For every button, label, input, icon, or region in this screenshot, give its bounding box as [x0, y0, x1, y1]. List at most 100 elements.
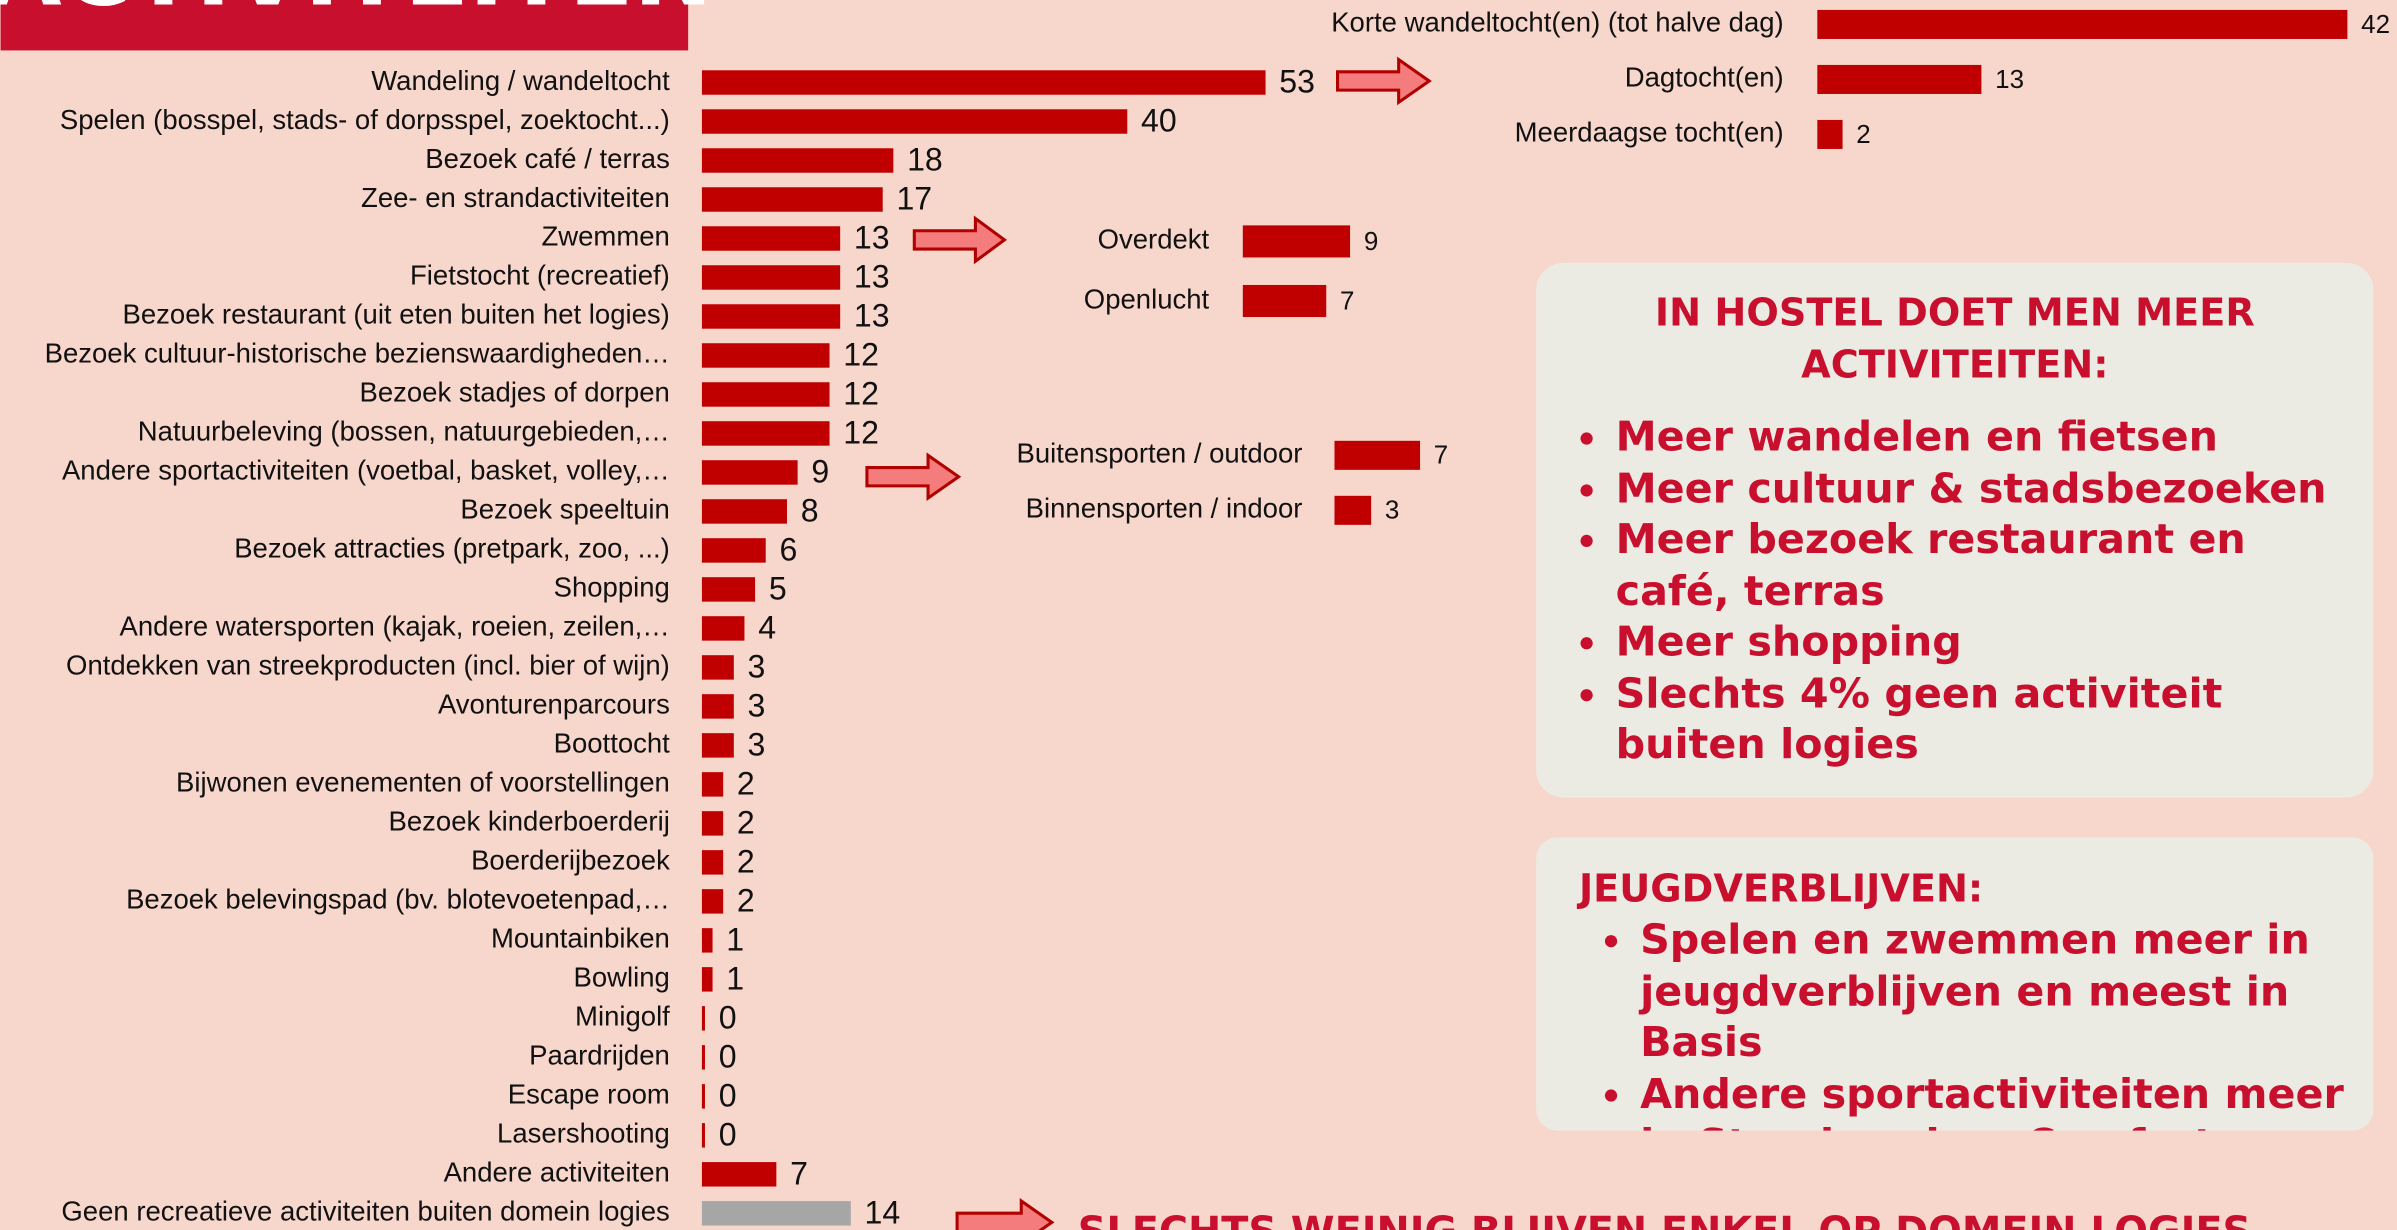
bullet-list: Spelen en zwemmen meer in jeugdverblijve…: [1536, 915, 2373, 1131]
category-label: Bowling: [574, 962, 670, 993]
category-label: Bijwonen evenementen of voorstellingen: [176, 767, 670, 798]
value-label: 13: [854, 258, 890, 294]
bar: [701, 1084, 705, 1109]
bar: [701, 889, 724, 914]
value-label: 8: [801, 492, 819, 528]
category-label: Boerderijbezoek: [471, 845, 670, 876]
value-label: 2: [737, 882, 755, 918]
value-label: 9: [1364, 226, 1378, 256]
category-label: Fietstocht (recreatief): [410, 260, 670, 291]
bar: [701, 772, 724, 797]
arrows: [865, 56, 1432, 1230]
category-label: Binnensporten / indoor: [1026, 493, 1303, 524]
category-label: Paardrijden: [529, 1040, 670, 1071]
category-label: Bezoek cultuur-historische bezienswaardi…: [45, 338, 670, 369]
arrow: [865, 452, 962, 502]
arrow: [1336, 56, 1432, 106]
bar: [701, 187, 883, 212]
bar: [701, 616, 745, 641]
bar: [1817, 119, 1843, 149]
bar: [1334, 495, 1372, 525]
category-label: Ontdekken van streekproducten (incl. bie…: [66, 650, 670, 681]
bar: [701, 850, 724, 875]
bar: [701, 694, 734, 719]
bar: [701, 304, 841, 329]
bullet: Meer bezoek restaurant en café, terras: [1616, 515, 2374, 617]
value-label: 9: [811, 453, 829, 489]
value-label: 12: [843, 375, 879, 411]
category-label: Lasershooting: [497, 1118, 670, 1149]
bar: [701, 1201, 851, 1226]
category-label: Andere watersporten (kajak, roeien, zeil…: [120, 611, 670, 642]
value-label: 7: [790, 1155, 808, 1191]
title-banner: [0, 0, 689, 51]
bar: [701, 265, 841, 290]
bar: [701, 811, 724, 836]
value-label: 18: [907, 141, 943, 177]
category-label: Shopping: [554, 572, 670, 603]
bar: [701, 1123, 705, 1148]
value-label: 2: [737, 843, 755, 879]
bar: [701, 421, 830, 446]
bar: [701, 382, 830, 407]
category-label: Mountainbiken: [491, 923, 670, 954]
category-label: Wandeling / wandeltocht: [371, 65, 670, 96]
bar: [701, 1045, 705, 1070]
value-label: 4: [758, 609, 776, 645]
category-label: Overdekt: [1098, 224, 1210, 255]
page-title: ACTIVITEITEN: [0, 0, 713, 27]
category-label: Minigolf: [575, 1001, 670, 1032]
value-label: 5: [769, 570, 787, 606]
category-label: Buitensporten / outdoor: [1017, 438, 1303, 469]
category-label: Escape room: [508, 1079, 670, 1110]
value-label: 0: [719, 1038, 737, 1074]
value-label: 13: [854, 219, 890, 255]
box-content: JEUGDVERBLIJVEN: Spelen en zwemmen meer …: [1536, 863, 2373, 1130]
category-label: Bezoek attracties (pretpark, zoo, ...): [234, 533, 670, 564]
bullet: Meer cultuur & stadsbezoeken: [1616, 464, 2374, 515]
value-label: 0: [719, 1116, 737, 1152]
bullet: Meer wandelen en fietsen: [1616, 413, 2374, 464]
bar: [1334, 440, 1421, 470]
bar: [1242, 225, 1351, 258]
category-label: Bezoek restaurant (uit eten buiten het l…: [123, 299, 670, 330]
bar: [1817, 64, 1982, 94]
value-label: 2: [737, 765, 755, 801]
bar: [701, 577, 756, 602]
value-label: 1: [726, 960, 744, 996]
category-label: Openlucht: [1084, 283, 1210, 314]
value-label: 3: [748, 648, 766, 684]
category-label: Bezoek café / terras: [425, 143, 670, 174]
category-label: Korte wandeltocht(en) (tot halve dag): [1331, 7, 1783, 38]
bullet: Andere sportactiviteiten meer in Standaa…: [1640, 1069, 2373, 1130]
bar: [701, 70, 1266, 95]
bar: [701, 733, 734, 758]
value-label: 1: [726, 921, 744, 957]
value-label: 12: [843, 414, 879, 450]
value-label: 13: [854, 297, 890, 333]
box-text: IN HOSTEL DOET MEN MEER ACTIVITEITEN: Me…: [1536, 287, 2373, 771]
box-title: JEUGDVERBLIJVEN:: [1578, 866, 1984, 911]
arrow: [912, 215, 1008, 265]
value-label: 7: [1340, 285, 1354, 315]
category-label: Meerdaagse tocht(en): [1515, 117, 1784, 148]
bullet: Spelen en zwemmen meer in jeugdverblijve…: [1640, 915, 2373, 1069]
category-label: Avonturenparcours: [438, 689, 670, 720]
bar: [1817, 9, 2348, 39]
value-label: 42: [2361, 9, 2390, 39]
bar: [701, 460, 798, 485]
value-label: 0: [719, 999, 737, 1035]
category-label: Bezoek stadjes of dorpen: [359, 377, 669, 408]
category-label: Boottocht: [554, 728, 671, 759]
value-label: 6: [779, 531, 797, 567]
bar: [701, 928, 713, 953]
category-label: Bezoek kinderboerderij: [389, 806, 670, 837]
value-label: 53: [1279, 64, 1315, 100]
bar: [701, 538, 766, 563]
info-box: [1536, 837, 2374, 1131]
category-label: Bezoek speeltuin: [460, 494, 669, 525]
bar: [701, 109, 1128, 134]
category-label: Natuurbeleving (bossen, natuurgebieden,…: [138, 416, 670, 447]
value-label: 13: [1995, 64, 2024, 94]
